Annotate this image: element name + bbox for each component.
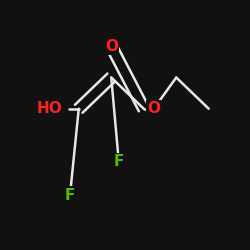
Text: HO: HO [37, 101, 63, 116]
Text: O: O [105, 39, 118, 54]
Text: F: F [65, 188, 75, 202]
Text: F: F [114, 154, 124, 169]
Text: O: O [147, 101, 160, 116]
